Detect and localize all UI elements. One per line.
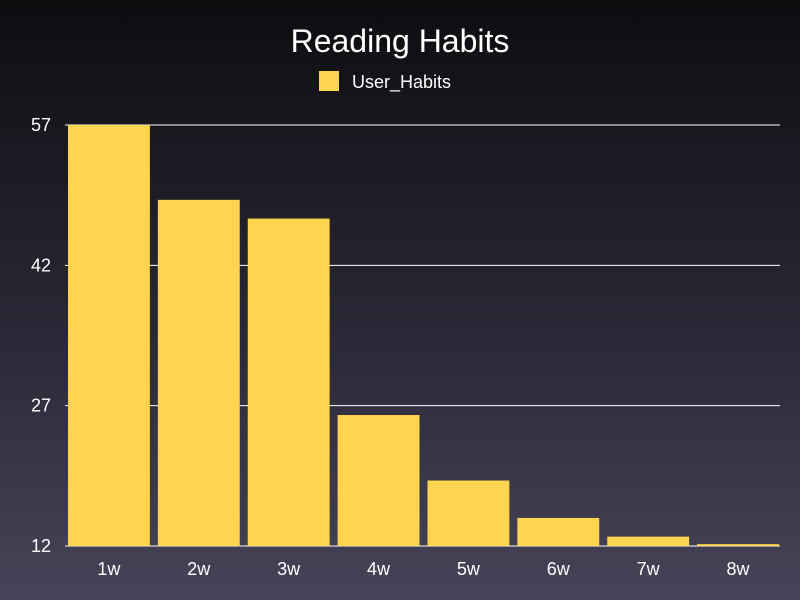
bar-4w <box>337 415 420 546</box>
x-tick-label: 1w <box>97 559 121 579</box>
y-tick-label: 42 <box>31 255 51 275</box>
x-tick-label: 6w <box>547 559 571 579</box>
bar-3w <box>247 218 330 547</box>
legend-label: User_Habits <box>352 72 451 93</box>
x-tick-label: 4w <box>367 559 391 579</box>
y-tick-label: 12 <box>31 536 51 556</box>
bar-6w <box>517 517 600 546</box>
bar-1w <box>68 125 150 546</box>
chart-title: Reading Habits <box>291 23 510 59</box>
bars <box>68 125 779 547</box>
x-tick-label: 8w <box>727 559 751 579</box>
bar-2w <box>157 199 240 546</box>
bar-5w <box>427 480 510 546</box>
y-tick-label: 27 <box>31 396 51 416</box>
legend-swatch <box>319 71 339 91</box>
x-tick-labels: 1w 2w 3w 4w 5w 6w 7w 8w <box>97 559 750 579</box>
x-tick-label: 3w <box>277 559 301 579</box>
bar-8w <box>697 544 779 546</box>
x-tick-label: 7w <box>637 559 661 579</box>
y-tick-label: 57 <box>31 115 51 135</box>
x-tick-label: 5w <box>457 559 481 579</box>
y-tick-labels: 12 27 42 57 <box>31 115 51 556</box>
x-tick-label: 2w <box>187 559 211 579</box>
legend: User_Habits <box>319 71 451 93</box>
bar-7w <box>607 536 690 546</box>
